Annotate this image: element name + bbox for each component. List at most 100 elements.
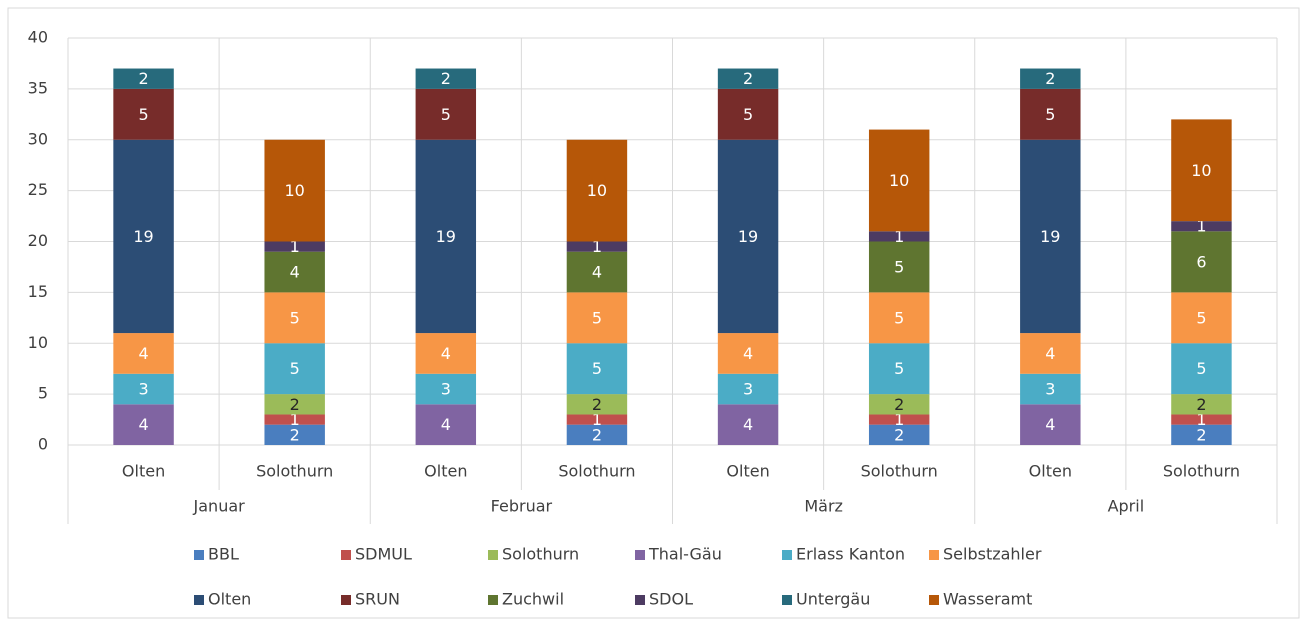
y-tick-label: 35 [28,78,48,97]
data-label: 19 [133,227,153,246]
x-tick-label: Olten [122,462,165,481]
data-label: 3 [1045,380,1055,399]
data-label: 4 [1045,344,1055,363]
x-tick-label: Solothurn [1163,462,1240,481]
bar-segment [566,394,628,415]
bar-segment [264,394,325,415]
data-label: 3 [138,380,148,399]
data-label: 4 [138,415,148,434]
data-label: 10 [1191,161,1211,180]
x-tick-label: Solothurn [256,462,333,481]
bar-segment [1020,139,1081,334]
legend-swatch [194,595,204,605]
legend-swatch [782,550,792,560]
bar-segment [717,404,779,445]
data-label: 4 [592,263,602,282]
legend-swatch [194,550,204,560]
data-label: 10 [587,181,607,200]
bar-segment [1171,231,1232,293]
bar-segment [113,88,174,140]
data-label: 5 [894,359,904,378]
bar-segment [113,333,174,374]
bar-segment [415,333,477,374]
data-label: 3 [743,380,753,399]
bar-segment [566,251,628,293]
y-tick-label: 40 [28,28,48,47]
data-label: 5 [290,308,300,327]
bar-segment [264,139,325,242]
bar-segment [415,68,477,89]
data-label: 5 [1196,359,1206,378]
data-label: 2 [894,395,904,414]
bar-segment [868,414,930,425]
bar-segment [415,88,477,140]
data-label: 10 [889,171,909,190]
bar-segment [566,139,628,242]
bar-segment [566,414,628,425]
bar-segment [264,292,325,344]
bar-segment [566,343,628,395]
data-label: 19 [436,227,456,246]
data-label: 2 [441,69,451,88]
legend-swatch [929,550,939,560]
bar-segment [1020,68,1081,89]
data-label: 5 [894,257,904,276]
bar-segment [264,251,325,293]
bar-segment [868,424,930,445]
group-label: April [1108,497,1145,516]
bar-segment [1171,221,1232,232]
legend-label: SDMUL [355,545,412,564]
bar-segment [113,373,174,405]
bar-segment [113,404,174,445]
bar-segment [717,373,779,405]
data-label: 19 [1040,227,1060,246]
bar-segment [415,404,477,445]
data-label: 2 [138,69,148,88]
y-tick-label: 15 [28,282,48,301]
legend-label: Solothurn [502,545,579,564]
chart-border [7,7,1300,619]
bar-segment [868,343,930,395]
x-tick-label: Solothurn [861,462,938,481]
bar-segment [1020,404,1081,445]
legend-label: BBL [208,545,239,564]
legend-swatch [782,595,792,605]
data-label: 2 [592,425,602,444]
y-tick-label: 30 [28,129,48,148]
y-tick-label: 25 [28,180,48,199]
data-label: 1 [592,410,602,429]
legend-swatch [488,595,498,605]
data-label: 4 [743,344,753,363]
data-label: 5 [441,105,451,124]
bar-segment [1171,394,1232,415]
legend-swatch [341,595,351,605]
data-label: 4 [441,344,451,363]
bar-segment [1171,119,1232,222]
data-label: 3 [441,380,451,399]
bar-segment [1171,292,1232,344]
legend-label: Selbstzahler [943,545,1042,564]
data-label: 4 [1045,415,1055,434]
x-tick-label: Solothurn [558,462,635,481]
legend-label: Wasseramt [943,590,1032,609]
data-label: 1 [290,237,300,256]
bar-segment [868,394,930,415]
bar-segment [717,68,779,89]
bar-segment [1020,373,1081,405]
data-label: 5 [894,308,904,327]
legend-label: SRUN [355,590,400,609]
bar-segment [868,231,930,242]
group-label: Januar [193,497,246,516]
bar-segment [264,241,325,252]
bar-segment [717,88,779,140]
data-label: 4 [290,263,300,282]
x-tick-label: Olten [1029,462,1072,481]
group-label: März [804,497,843,516]
y-tick-label: 10 [28,333,48,352]
bar-segment [717,139,779,334]
legend-label: Thal-Gäu [648,545,722,564]
legend-label: Zuchwil [502,590,564,609]
legend-swatch [488,550,498,560]
y-tick-label: 0 [38,435,48,454]
bar-segment [868,241,930,293]
